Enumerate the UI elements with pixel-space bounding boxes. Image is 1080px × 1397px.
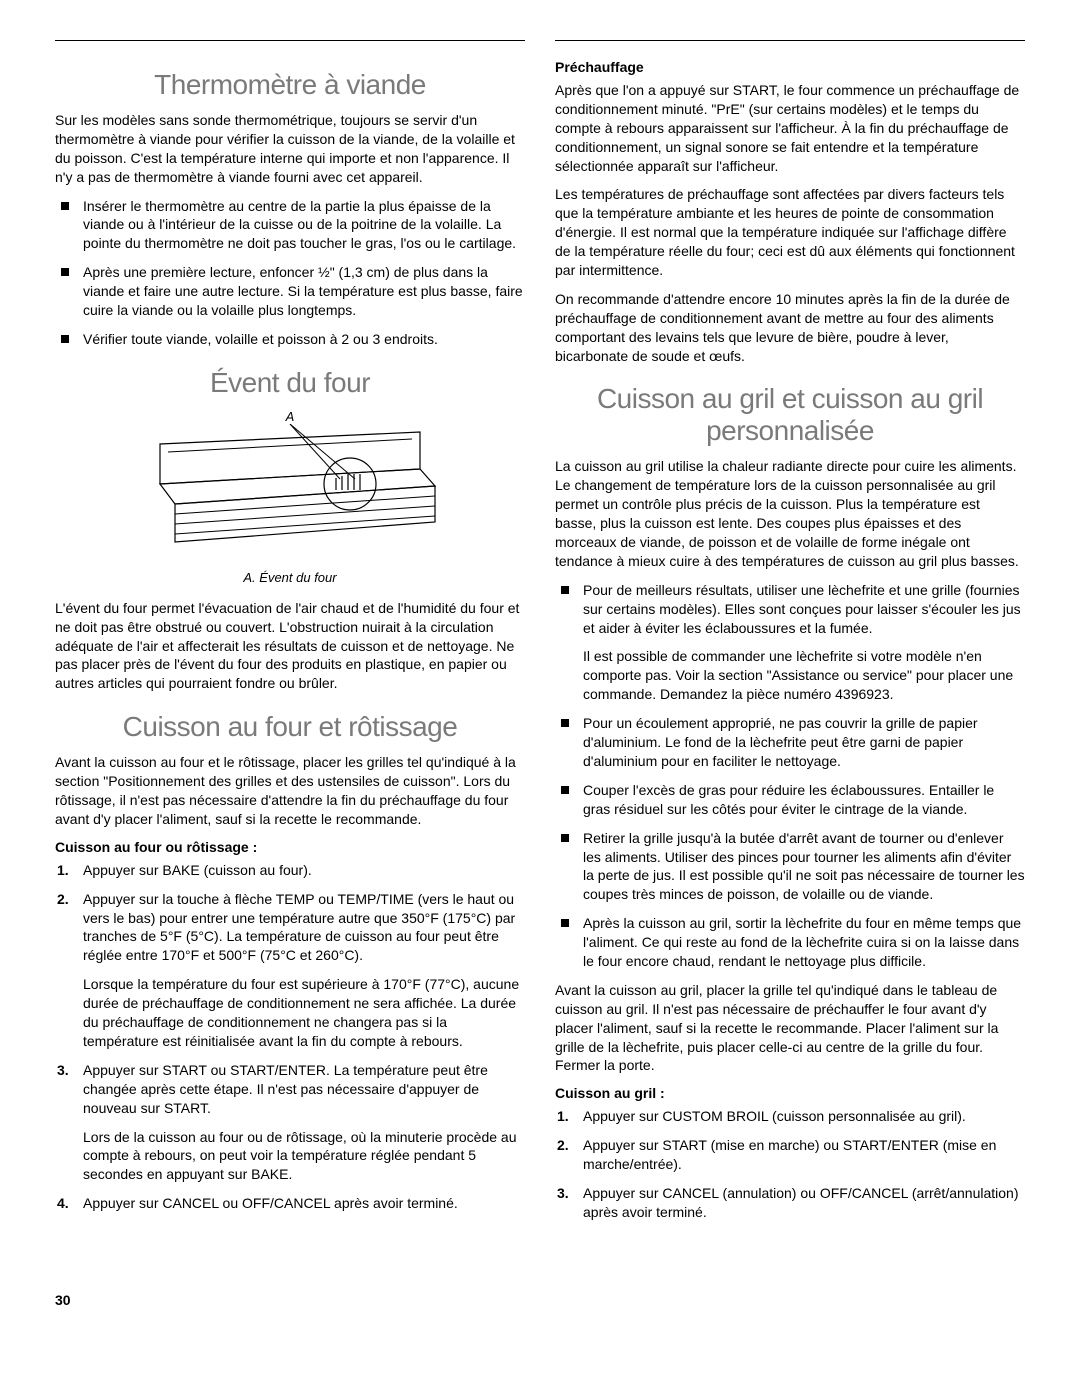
thermo-bullets: Insérer le thermomètre au centre de la p… [55, 197, 525, 349]
broil-steps: Appuyer sur CUSTOM BROIL (cuisson person… [555, 1107, 1025, 1221]
list-item: Après la cuisson au gril, sortir la lèch… [555, 914, 1025, 971]
list-item: Vérifier toute viande, volaille et poiss… [55, 330, 525, 349]
vent-body: L'évent du four permet l'évacuation de l… [55, 599, 525, 693]
bullet-text: Pour de meilleurs résultats, utiliser un… [583, 582, 1021, 636]
list-item: Appuyer sur la touche à flèche TEMP ou T… [55, 890, 525, 1051]
bullet-text: Couper l'excès de gras pour réduire les … [583, 782, 994, 817]
broil-intro: La cuisson au gril utilise la chaleur ra… [555, 457, 1025, 570]
preheat-p1: Après que l'on a appuyé sur START, le fo… [555, 81, 1025, 175]
thermo-title: Thermomètre à viande [55, 69, 525, 101]
list-item: Après une première lecture, enfoncer ½" … [55, 263, 525, 320]
figure-caption: A. Évent du four [55, 570, 525, 585]
list-item: Appuyer sur START ou START/ENTER. La tem… [55, 1061, 525, 1184]
bake-intro: Avant la cuisson au four et le rôtissage… [55, 753, 525, 829]
broil-outro: Avant la cuisson au gril, placer la gril… [555, 981, 1025, 1075]
step-text: Appuyer sur CANCEL (annulation) ou OFF/C… [583, 1185, 1018, 1220]
list-item: Appuyer sur CUSTOM BROIL (cuisson person… [555, 1107, 1025, 1126]
step-text: Appuyer sur CANCEL ou OFF/CANCEL après a… [83, 1195, 458, 1211]
broil-bullets: Pour de meilleurs résultats, utiliser un… [555, 581, 1025, 971]
preheat-p2: Les températures de préchauffage sont af… [555, 185, 1025, 279]
list-item: Insérer le thermomètre au centre de la p… [55, 197, 525, 254]
step-text: Appuyer sur START (mise en marche) ou ST… [583, 1137, 996, 1172]
list-item: Pour un écoulement approprié, ne pas cou… [555, 714, 1025, 771]
page: Thermomètre à viande Sur les modèles san… [0, 0, 1080, 1348]
bullet-text: Pour un écoulement approprié, ne pas cou… [583, 715, 978, 769]
broil-title: Cuisson au gril et cuisson au gril perso… [555, 383, 1025, 447]
page-number: 30 [55, 1292, 1025, 1308]
step-text: Appuyer sur BAKE (cuisson au four). [83, 862, 312, 878]
list-item: Couper l'excès de gras pour réduire les … [555, 781, 1025, 819]
vent-title: Évent du four [55, 367, 525, 399]
oven-vent-figure: A [55, 409, 525, 564]
list-item: Appuyer sur CANCEL ou OFF/CANCEL après a… [55, 1194, 525, 1213]
list-item: Appuyer sur BAKE (cuisson au four). [55, 861, 525, 880]
bake-steps: Appuyer sur BAKE (cuisson au four). Appu… [55, 861, 525, 1213]
step-sub: Lorsque la température du four est supér… [83, 975, 525, 1051]
list-item: Appuyer sur CANCEL (annulation) ou OFF/C… [555, 1184, 1025, 1222]
step-text: Appuyer sur la touche à flèche TEMP ou T… [83, 891, 515, 964]
bullet-text: Retirer la grille jusqu'à la butée d'arr… [583, 830, 1025, 903]
preheat-p3: On recommande d'attendre encore 10 minut… [555, 290, 1025, 366]
step-sub: Lors de la cuisson au four ou de rôtissa… [83, 1128, 525, 1185]
two-columns: Thermomètre à viande Sur les modèles san… [55, 40, 1025, 1232]
preheat-heading: Préchauffage [555, 59, 1025, 75]
list-item: Appuyer sur START (mise en marche) ou ST… [555, 1136, 1025, 1174]
broil-heading: Cuisson au gril : [555, 1085, 1025, 1101]
step-text: Appuyer sur CUSTOM BROIL (cuisson person… [583, 1108, 966, 1124]
list-item: Retirer la grille jusqu'à la butée d'arr… [555, 829, 1025, 905]
thermo-intro: Sur les modèles sans sonde thermométriqu… [55, 111, 525, 187]
oven-vent-illustration [140, 424, 440, 564]
left-column: Thermomètre à viande Sur les modèles san… [55, 40, 525, 1232]
figure-letter: A [55, 409, 525, 424]
right-column: Préchauffage Après que l'on a appuyé sur… [555, 40, 1025, 1232]
bullet-text: Après la cuisson au gril, sortir la lèch… [583, 915, 1021, 969]
bullet-sub: Il est possible de commander une lèchefr… [583, 647, 1025, 704]
bake-title: Cuisson au four et rôtissage [55, 711, 525, 743]
step-text: Appuyer sur START ou START/ENTER. La tem… [83, 1062, 488, 1116]
bake-heading: Cuisson au four ou rôtissage : [55, 839, 525, 855]
list-item: Pour de meilleurs résultats, utiliser un… [555, 581, 1025, 704]
